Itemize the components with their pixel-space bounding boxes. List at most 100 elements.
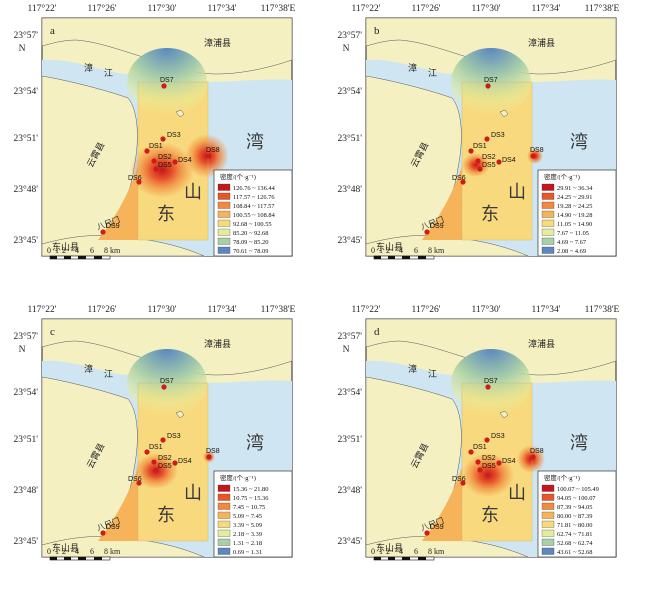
legend-label: 92.68 ~ 100.55	[233, 221, 272, 228]
x-tick-label: 117°30'	[148, 3, 177, 14]
place-bay-1: 东	[157, 204, 175, 225]
legend-swatch	[541, 201, 555, 209]
density-hot-spot-east	[517, 445, 545, 473]
station-marker	[484, 136, 490, 142]
x-tick-label: 117°34'	[208, 304, 237, 315]
station-marker	[477, 467, 483, 473]
place-bay-3: 湾	[570, 433, 588, 454]
legend-label: 126.76 ~ 136.44	[233, 185, 276, 192]
x-tick-label: 117°38'E	[585, 3, 620, 14]
station-marker	[530, 454, 536, 460]
station-label: DS8	[206, 147, 220, 154]
legend-title: 密度/(个·g⁻¹)	[544, 473, 580, 482]
station-marker	[468, 148, 474, 154]
station-label: DS3	[491, 433, 505, 440]
station-marker	[496, 460, 502, 466]
station-marker	[172, 159, 178, 165]
place-jiang-2: 江	[428, 369, 437, 380]
station-marker	[100, 229, 106, 235]
station-label: DS7	[160, 378, 174, 385]
legend-label: 29.91 ~ 36.34	[557, 185, 593, 192]
legend-swatch	[217, 484, 231, 492]
scale-tick: 2	[386, 547, 390, 556]
y-tick-label: 23°45'	[13, 536, 38, 547]
station-label: DS2	[158, 154, 172, 161]
legend: 密度/(个·g⁻¹) 29.91 ~ 36.34 24.25 ~ 29.91 19.…	[537, 169, 617, 257]
legend-swatch	[217, 219, 231, 227]
legend-label: 11.05 ~ 14.90	[557, 221, 592, 228]
legend-label: 1.31 ~ 2.18	[233, 540, 262, 547]
density-hot-spot	[462, 153, 490, 177]
station-label: DS8	[530, 147, 544, 154]
station-marker	[144, 148, 150, 154]
station-marker	[496, 159, 502, 165]
legend-label: 10.75 ~ 15.36	[233, 495, 268, 502]
scale-tick: 4	[399, 246, 403, 255]
station-marker	[475, 459, 481, 465]
y-axis: 23°57' N 23°54' 23°51' 23°48' 23°45'	[337, 30, 362, 246]
legend-label: 108.84 ~ 117.57	[233, 203, 275, 210]
scale-tick: 8 km	[104, 246, 121, 255]
station-label: DS5	[158, 162, 172, 169]
y-tick-label: 23°45'	[337, 235, 362, 246]
x-tick-label: 117°38'E	[585, 304, 620, 315]
place-bay-1: 东	[481, 505, 499, 526]
legend-label: 100.55 ~ 108.84	[233, 212, 276, 219]
x-tick-label: 117°34'	[208, 3, 237, 14]
station-marker	[485, 83, 491, 89]
legend-label: 80.00 ~ 87.39	[557, 513, 592, 520]
legend-swatch	[541, 511, 555, 519]
y-tick-label: 23°57'	[13, 331, 38, 342]
station-marker	[460, 179, 466, 185]
x-axis: 117°22' 117°26' 117°30' 117°34' 117°38'E	[28, 304, 296, 315]
x-tick-label: 117°38'E	[261, 3, 296, 14]
station-label: DS6	[128, 175, 142, 182]
station-label: DS2	[482, 455, 496, 462]
legend-label: 3.39 ~ 5.09	[233, 522, 262, 529]
station-marker	[153, 166, 159, 172]
y-tick-label: 23°48'	[337, 184, 362, 195]
station-label: DS6	[452, 175, 466, 182]
station-label: DS1	[149, 143, 163, 150]
legend-label: 7.67 ~ 11.05	[557, 230, 589, 237]
place-jiang-2: 江	[104, 68, 113, 79]
y-tick-label: 23°54'	[13, 387, 38, 398]
legend-swatch	[541, 484, 555, 492]
legend-swatch	[541, 219, 555, 227]
legend-label: 15.36 ~ 21.80	[233, 486, 268, 493]
scale-bar: 0 1 2 4 6 8 km	[47, 547, 121, 561]
islet	[499, 410, 509, 419]
panel-letter: d	[374, 326, 380, 338]
legend-swatch	[541, 237, 555, 245]
legend-swatch	[541, 502, 555, 510]
legend-swatch	[217, 192, 231, 200]
station-marker	[206, 454, 212, 460]
station-label: DS8	[206, 448, 220, 455]
scale-bar: 0 1 2 4 6 8 km	[371, 547, 445, 561]
x-axis: 117°22' 117°26' 117°30' 117°34' 117°38'E	[28, 3, 296, 14]
station-marker	[160, 136, 166, 142]
station-label: DS4	[502, 458, 516, 465]
y-axis: 23°57' N 23°54' 23°51' 23°48' 23°45'	[337, 331, 362, 547]
legend-swatch	[217, 547, 231, 555]
x-tick-label: 117°38'E	[261, 304, 296, 315]
place-dongshan: 东山县	[52, 241, 79, 253]
y-tick-label: 23°57'	[337, 30, 362, 41]
station-marker	[477, 166, 483, 172]
place-zhangpu: 漳浦县	[204, 338, 231, 350]
legend-swatch	[541, 529, 555, 537]
station-label: DS5	[482, 162, 496, 169]
legend-label: 43.61 ~ 52.68	[557, 549, 592, 556]
islet	[175, 410, 185, 419]
islet	[499, 109, 509, 118]
station-label: DS5	[158, 463, 172, 470]
scale-bar: 0 1 2 4 6 8 km	[371, 246, 445, 260]
station-label: DS9	[430, 524, 444, 531]
legend-label: 85.20 ~ 92.68	[233, 230, 268, 237]
x-tick-label: 117°30'	[472, 304, 501, 315]
legend-label: 4.69 ~ 7.67	[557, 239, 587, 246]
legend-swatch	[541, 520, 555, 528]
station-label: DS2	[158, 455, 172, 462]
station-label: DS4	[502, 157, 516, 164]
station-marker	[206, 153, 212, 159]
